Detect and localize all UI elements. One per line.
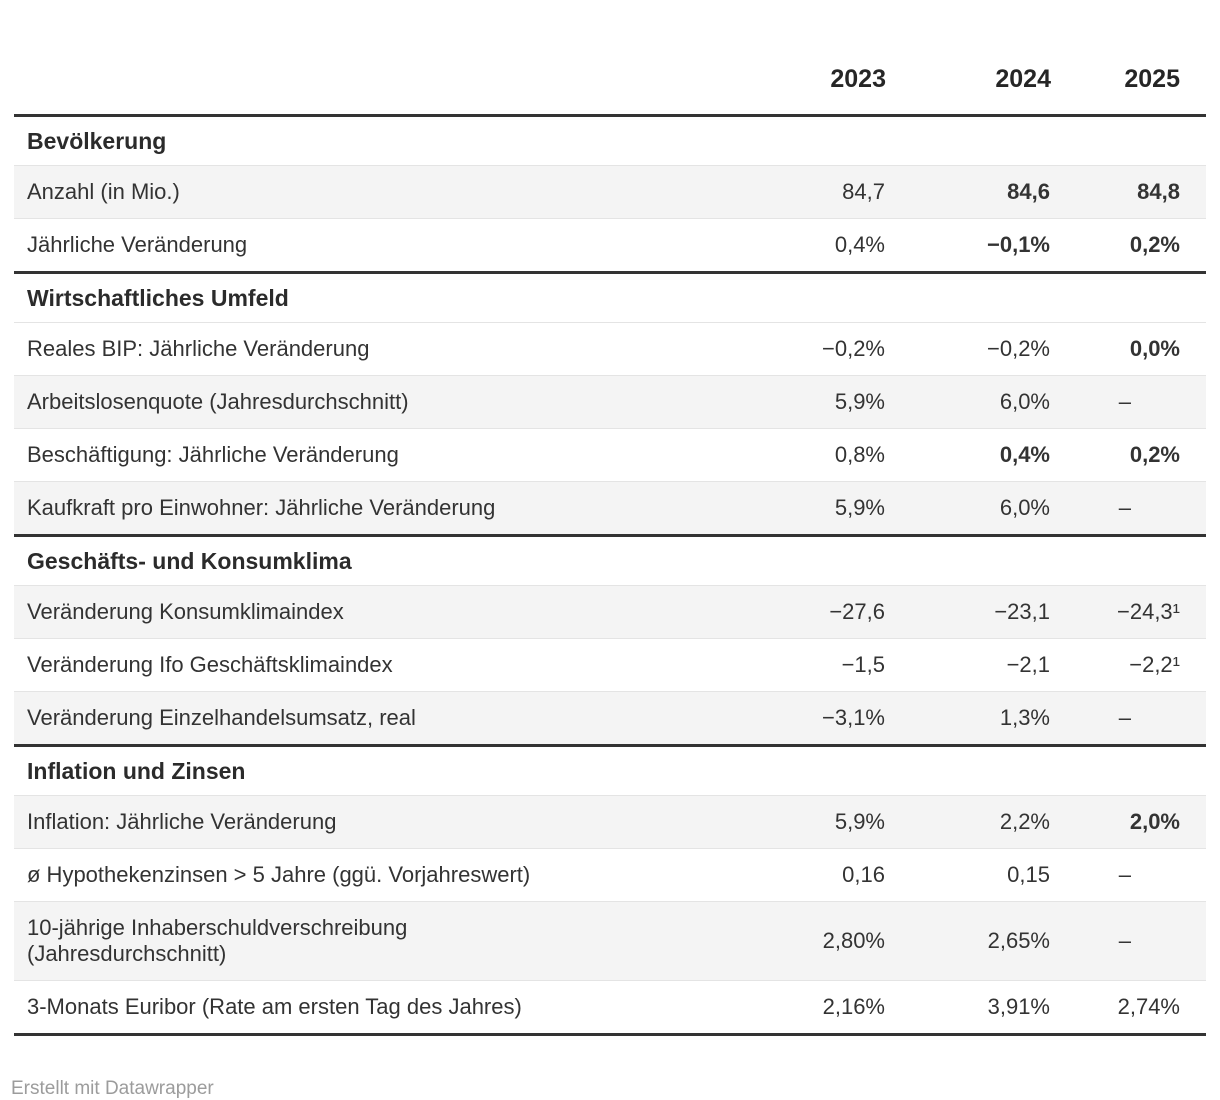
cell-value: 5,9% xyxy=(721,375,886,429)
cell-value: 0,16 xyxy=(721,848,886,902)
section-header-inflation-und-zinsen: Inflation und Zinsen xyxy=(14,744,1206,796)
table-row: Kaufkraft pro Einwohner: Jährliche Verän… xyxy=(14,481,1206,536)
cell-value: 2,2% xyxy=(886,795,1051,849)
cell-value: 6,0% xyxy=(886,375,1051,429)
cell-value: −1,5 xyxy=(721,638,886,692)
row-label: 3-Monats Euribor (Rate am ersten Tag des… xyxy=(14,980,721,1036)
row-label: Inflation: Jährliche Veränderung xyxy=(14,795,721,849)
cell-value-highlighted: 0,2% xyxy=(1051,218,1206,273)
section-title: Inflation und Zinsen xyxy=(14,744,1206,796)
cell-value-highlighted: 84,8 xyxy=(1051,165,1206,219)
row-label: Reales BIP: Jährliche Veränderung xyxy=(14,322,721,376)
cell-value: 6,0% xyxy=(886,481,1051,536)
economic-indicators-table: 2023 2024 2025 Bevölkerung Anzahl (in Mi… xyxy=(14,0,1206,1036)
cell-value-empty: – xyxy=(1051,481,1206,536)
year-column-header-2025: 2025 xyxy=(1051,0,1206,117)
label-column-header xyxy=(14,0,721,117)
cell-value-empty: – xyxy=(1051,848,1206,902)
cell-value-highlighted: 84,6 xyxy=(886,165,1051,219)
year-column-header-2023: 2023 xyxy=(721,0,886,117)
row-label: ø Hypothekenzinsen > 5 Jahre (ggü. Vorja… xyxy=(14,848,721,902)
cell-value-highlighted: 0,2% xyxy=(1051,428,1206,482)
row-label: Veränderung Konsumklimaindex xyxy=(14,585,721,639)
cell-value: 2,16% xyxy=(721,980,886,1036)
cell-value: −23,1 xyxy=(886,585,1051,639)
cell-value-highlighted: 0,0% xyxy=(1051,322,1206,376)
table-row: 10-jährige Inhaberschuldverschreibung (J… xyxy=(14,901,1206,981)
datawrapper-attribution-link[interactable]: Erstellt mit Datawrapper xyxy=(11,1078,214,1099)
cell-value: 2,80% xyxy=(721,901,886,981)
table-row: ø Hypothekenzinsen > 5 Jahre (ggü. Vorja… xyxy=(14,848,1206,902)
cell-value: −0,2% xyxy=(721,322,886,376)
cell-value-empty: – xyxy=(1051,375,1206,429)
data-table-container: 2023 2024 2025 Bevölkerung Anzahl (in Mi… xyxy=(14,0,1206,1036)
cell-value: 5,9% xyxy=(721,481,886,536)
table-row: Veränderung Einzelhandelsumsatz, real −3… xyxy=(14,691,1206,746)
year-column-header-2024: 2024 xyxy=(886,0,1051,117)
cell-value: 1,3% xyxy=(886,691,1051,746)
table-row: Inflation: Jährliche Veränderung 5,9% 2,… xyxy=(14,795,1206,849)
column-header-row: 2023 2024 2025 xyxy=(14,0,1206,117)
cell-value: −2,1 xyxy=(886,638,1051,692)
table-row: Jährliche Veränderung 0,4% −0,1% 0,2% xyxy=(14,218,1206,273)
cell-value-empty: – xyxy=(1051,691,1206,746)
section-title: Geschäfts- und Konsumklima xyxy=(14,534,1206,586)
chart-footer: Erstellt mit Datawrapper xyxy=(11,1078,1220,1100)
cell-value: 0,15 xyxy=(886,848,1051,902)
cell-value: −0,2% xyxy=(886,322,1051,376)
cell-value: 3,91% xyxy=(886,980,1051,1036)
cell-value: 2,74% xyxy=(1051,980,1206,1036)
table-row: Veränderung Ifo Geschäftsklimaindex −1,5… xyxy=(14,638,1206,692)
cell-value-footnoted: −2,2¹ xyxy=(1051,638,1206,692)
cell-value: −27,6 xyxy=(721,585,886,639)
table-row: Reales BIP: Jährliche Veränderung −0,2% … xyxy=(14,322,1206,376)
section-header-bevoelkerung: Bevölkerung xyxy=(14,114,1206,166)
row-label: Anzahl (in Mio.) xyxy=(14,165,721,219)
table-row: Arbeitslosenquote (Jahresdurchschnitt) 5… xyxy=(14,375,1206,429)
row-label: Veränderung Ifo Geschäftsklimaindex xyxy=(14,638,721,692)
cell-value-highlighted: −0,1% xyxy=(886,218,1051,273)
row-label: Jährliche Veränderung xyxy=(14,218,721,273)
cell-value: 84,7 xyxy=(721,165,886,219)
cell-value: 0,4% xyxy=(721,218,886,273)
table-row: 3-Monats Euribor (Rate am ersten Tag des… xyxy=(14,980,1206,1036)
row-label: 10-jährige Inhaberschuldverschreibung (J… xyxy=(14,901,721,981)
row-label: Arbeitslosenquote (Jahresdurchschnitt) xyxy=(14,375,721,429)
table-row: Beschäftigung: Jährliche Veränderung 0,8… xyxy=(14,428,1206,482)
table-row: Veränderung Konsumklimaindex −27,6 −23,1… xyxy=(14,585,1206,639)
cell-value: 0,8% xyxy=(721,428,886,482)
cell-value-footnoted: −24,3¹ xyxy=(1051,585,1206,639)
cell-value-highlighted: 0,4% xyxy=(886,428,1051,482)
section-title: Bevölkerung xyxy=(14,114,1206,166)
section-header-geschaefts-und-konsumklima: Geschäfts- und Konsumklima xyxy=(14,534,1206,586)
section-title: Wirtschaftliches Umfeld xyxy=(14,271,1206,323)
row-label: Veränderung Einzelhandelsumsatz, real xyxy=(14,691,721,746)
cell-value-highlighted: 2,0% xyxy=(1051,795,1206,849)
cell-value: 2,65% xyxy=(886,901,1051,981)
cell-value: −3,1% xyxy=(721,691,886,746)
cell-value: 5,9% xyxy=(721,795,886,849)
cell-value-empty: – xyxy=(1051,901,1206,981)
row-label: Beschäftigung: Jährliche Veränderung xyxy=(14,428,721,482)
row-label: Kaufkraft pro Einwohner: Jährliche Verän… xyxy=(14,481,721,536)
table-row: Anzahl (in Mio.) 84,7 84,6 84,8 xyxy=(14,165,1206,219)
section-header-wirtschaftliches-umfeld: Wirtschaftliches Umfeld xyxy=(14,271,1206,323)
